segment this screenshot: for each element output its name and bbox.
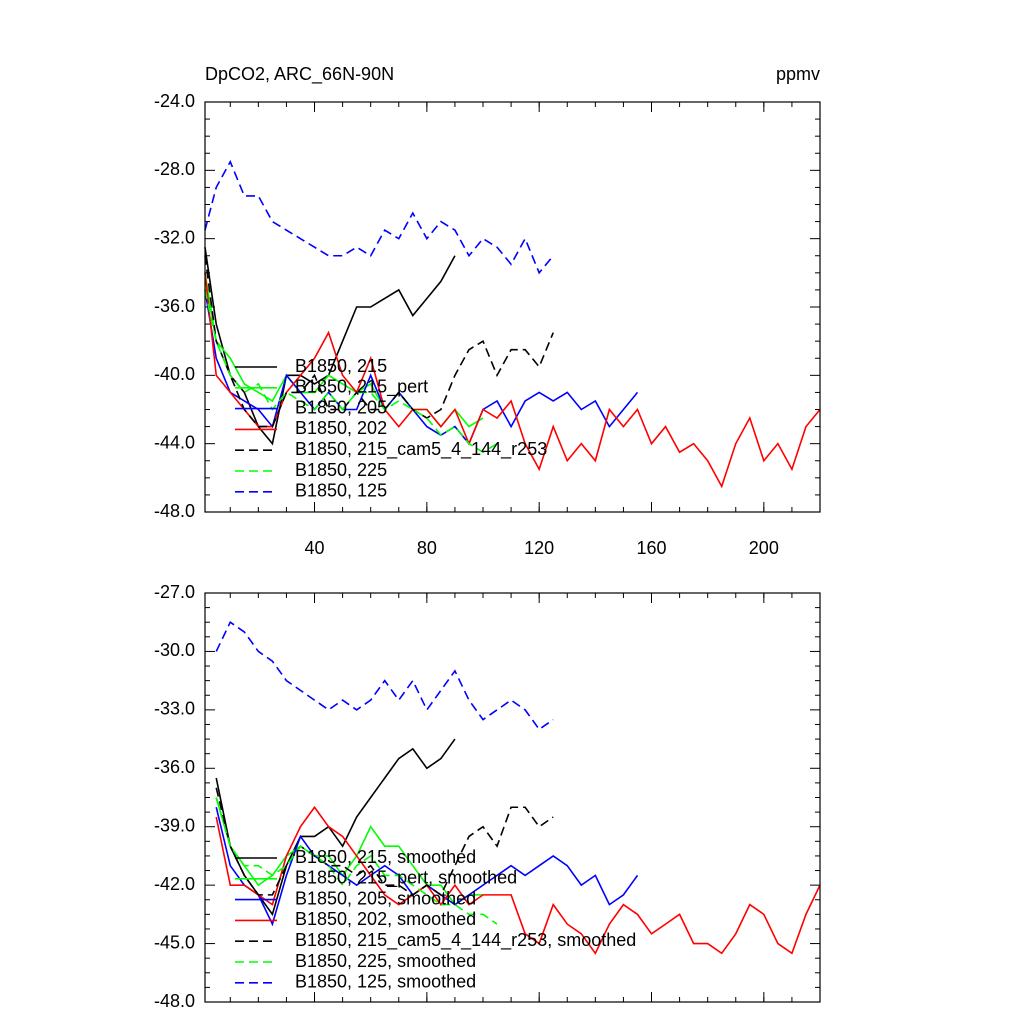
series-line: [204, 272, 821, 489]
y-tick-label: -36.0: [154, 757, 195, 777]
series-line: [215, 621, 554, 731]
legend-label: B1850, 125: [295, 481, 387, 501]
legend-label: B1850, 202, smoothed: [295, 909, 476, 929]
legend-label: B1850, 202: [295, 418, 387, 438]
legend-label: B1850, 215_pert: [295, 377, 428, 398]
legend-label: B1850, 125, smoothed: [295, 972, 476, 992]
y-tick-label: -40.0: [154, 364, 195, 384]
y-tick-label: -27.0: [154, 582, 195, 602]
series-line: [215, 797, 484, 906]
x-tick-label: 120: [524, 538, 554, 558]
y-tick-label: -39.0: [154, 815, 195, 835]
plot-frame: [204, 101, 821, 513]
y-tick-label: -36.0: [154, 296, 195, 316]
legend-label: B1850, 225: [295, 460, 387, 480]
legend-label: B1850, 215, smoothed: [295, 847, 476, 867]
series-line: [215, 805, 821, 955]
x-tick-label: 40: [305, 538, 325, 558]
y-tick-label: -32.0: [154, 227, 195, 247]
y-tick-label: -45.0: [154, 932, 195, 952]
legend-label: B1850, 225, smoothed: [295, 951, 476, 971]
x-tick-label: 200: [749, 538, 779, 558]
y-tick-label: -33.0: [154, 699, 195, 719]
legend-label: B1850, 215_cam5_4_144_r253, smoothed: [295, 930, 636, 951]
chart-title: DpCO2, ARC_66N-90N: [205, 64, 394, 85]
y-tick-label: -30.0: [154, 640, 195, 660]
y-tick-label: -24.0: [154, 91, 195, 111]
legend-label: B1850, 215_cam5_4_144_r253: [295, 439, 547, 460]
x-tick-label: 80: [417, 538, 437, 558]
legend-label: B1850, 205: [295, 397, 387, 417]
y-tick-label: -28.0: [154, 159, 195, 179]
legend-label: B1850, 215: [295, 356, 387, 376]
y-tick-label: -48.0: [154, 991, 195, 1011]
x-tick-label: 160: [636, 538, 666, 558]
series-line: [215, 797, 498, 925]
series-line: [204, 255, 554, 428]
y-tick-label: -48.0: [154, 501, 195, 521]
y-tick-label: -44.0: [154, 432, 195, 452]
series-line: [215, 787, 554, 897]
legend-label: B1850, 205, smoothed: [295, 888, 476, 908]
plot-frame: [204, 592, 821, 1003]
series-line: [204, 159, 554, 275]
series-line: [204, 289, 639, 446]
legend-label: B1850, 215_pert, smoothed: [295, 868, 517, 889]
units-label: ppmv: [776, 64, 820, 84]
y-tick-label: -42.0: [154, 874, 195, 894]
